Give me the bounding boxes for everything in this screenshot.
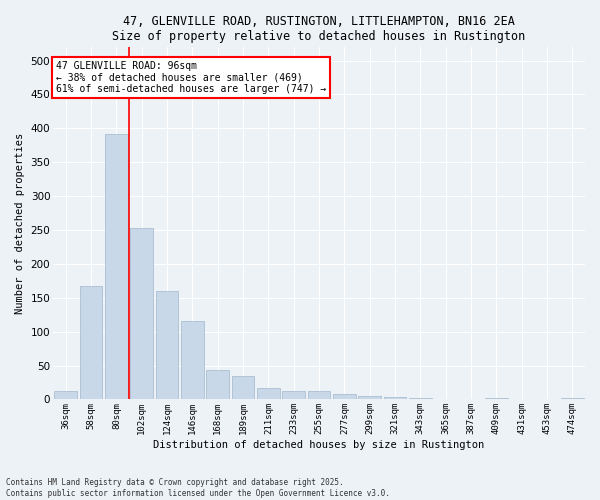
Text: 47 GLENVILLE ROAD: 96sqm
← 38% of detached houses are smaller (469)
61% of semi-: 47 GLENVILLE ROAD: 96sqm ← 38% of detach…	[56, 60, 326, 94]
Bar	[409, 398, 432, 400]
Bar	[485, 398, 508, 400]
Bar	[206, 370, 229, 400]
Bar	[283, 390, 305, 400]
Bar	[155, 291, 178, 400]
Bar	[358, 396, 381, 400]
Bar	[55, 392, 77, 400]
Bar	[130, 228, 153, 400]
Bar	[232, 376, 254, 400]
Bar	[105, 134, 128, 400]
Bar	[181, 322, 204, 400]
Text: Contains HM Land Registry data © Crown copyright and database right 2025.
Contai: Contains HM Land Registry data © Crown c…	[6, 478, 390, 498]
Bar	[561, 398, 584, 400]
Y-axis label: Number of detached properties: Number of detached properties	[15, 132, 25, 314]
Title: 47, GLENVILLE ROAD, RUSTINGTON, LITTLEHAMPTON, BN16 2EA
Size of property relativ: 47, GLENVILLE ROAD, RUSTINGTON, LITTLEHA…	[112, 15, 526, 43]
X-axis label: Distribution of detached houses by size in Rustington: Distribution of detached houses by size …	[154, 440, 485, 450]
Bar	[383, 398, 406, 400]
Bar	[257, 388, 280, 400]
Bar	[80, 286, 103, 400]
Bar	[308, 390, 331, 400]
Bar	[333, 394, 356, 400]
